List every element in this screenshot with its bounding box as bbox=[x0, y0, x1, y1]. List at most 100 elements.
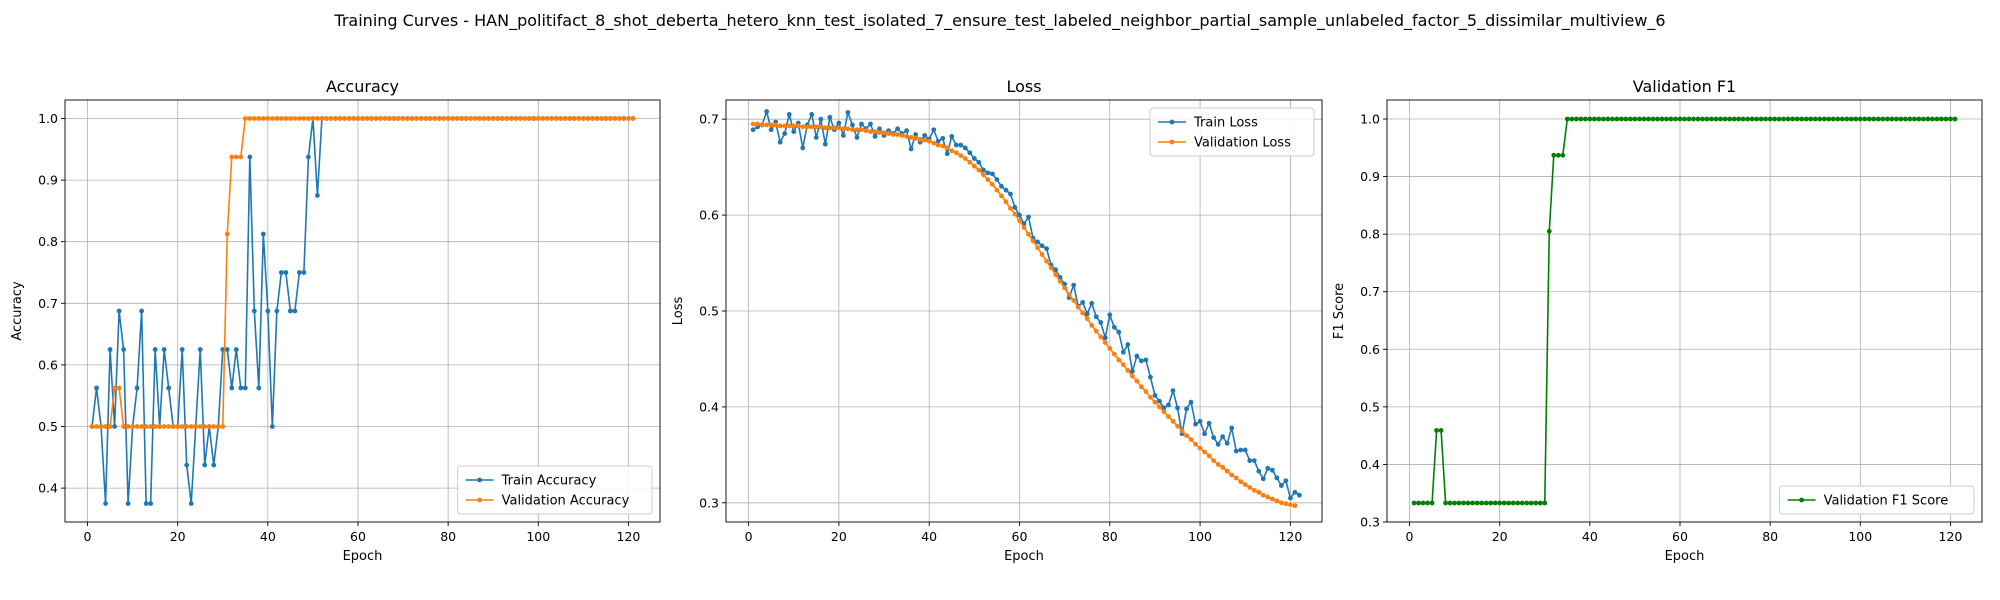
accuracy-data-point bbox=[211, 462, 217, 468]
loss-data-point bbox=[836, 125, 842, 131]
loss-data-point bbox=[777, 123, 783, 129]
accuracy-data-point bbox=[116, 308, 122, 314]
f1-data-point bbox=[1790, 116, 1796, 122]
f1-data-point bbox=[1461, 500, 1467, 506]
loss-data-point bbox=[1233, 448, 1239, 454]
f1-data-point bbox=[1808, 116, 1814, 122]
f1-data-point bbox=[1830, 116, 1836, 122]
f1-data-point bbox=[1479, 500, 1485, 506]
f1-data-point bbox=[1533, 500, 1539, 506]
loss-data-point bbox=[1143, 389, 1149, 394]
loss-data-point bbox=[1193, 421, 1198, 427]
f1-data-point bbox=[1618, 116, 1624, 122]
accuracy-xtick-label: 20 bbox=[170, 529, 186, 544]
f1-data-point bbox=[1637, 116, 1642, 122]
loss-data-point bbox=[1012, 205, 1018, 210]
loss-data-point bbox=[1242, 447, 1248, 453]
f1-data-point bbox=[1515, 500, 1521, 506]
loss-data-point bbox=[1134, 378, 1140, 384]
f1-data-point bbox=[1497, 500, 1503, 506]
loss-data-point bbox=[1211, 458, 1217, 464]
f1-data-point bbox=[1713, 116, 1719, 122]
loss-data-point bbox=[1179, 428, 1185, 434]
f1-data-point bbox=[1727, 116, 1732, 122]
loss-data-point bbox=[877, 126, 882, 132]
accuracy-data-point bbox=[594, 116, 600, 121]
loss-data-point bbox=[940, 143, 946, 149]
f1-ytick-label: 0.9 bbox=[1360, 169, 1380, 184]
accuracy-data-point bbox=[468, 116, 474, 121]
f1-data-point bbox=[1880, 116, 1886, 122]
loss-data-point bbox=[791, 123, 797, 129]
loss-data-point bbox=[1026, 231, 1031, 237]
loss-data-point bbox=[1161, 409, 1167, 415]
accuracy-data-point bbox=[184, 424, 190, 429]
loss-data-point bbox=[1138, 384, 1144, 390]
loss-data-point bbox=[1238, 479, 1244, 485]
loss-data-point bbox=[1138, 358, 1144, 364]
loss-data-point bbox=[1003, 187, 1009, 193]
f1-data-point bbox=[1839, 116, 1845, 122]
loss-data-point bbox=[1166, 402, 1171, 408]
accuracy-data-point bbox=[94, 385, 99, 391]
loss-data-point bbox=[1107, 346, 1113, 351]
f1-data-point bbox=[1911, 116, 1917, 122]
f1-data-point bbox=[1794, 116, 1800, 122]
accuracy-data-point bbox=[161, 347, 167, 352]
f1-xaxis-label: Epoch bbox=[1665, 549, 1705, 564]
loss-data-point bbox=[1229, 472, 1235, 478]
accuracy-data-point bbox=[571, 116, 577, 121]
loss-data-point bbox=[1089, 322, 1095, 328]
accuracy-data-point bbox=[166, 424, 172, 429]
loss-legend-marker bbox=[1169, 139, 1175, 145]
accuracy-data-point bbox=[103, 424, 108, 429]
f1-data-point bbox=[1483, 500, 1489, 506]
loss-data-point bbox=[1287, 502, 1293, 508]
loss-data-point bbox=[759, 122, 765, 128]
loss-data-point bbox=[1188, 437, 1194, 442]
loss-data-point bbox=[899, 133, 905, 138]
f1-data-point bbox=[1587, 116, 1593, 122]
accuracy-data-point bbox=[125, 424, 131, 429]
loss-data-point bbox=[980, 167, 986, 173]
loss-data-point bbox=[845, 110, 851, 115]
accuracy-data-point bbox=[612, 116, 618, 121]
loss-data-point bbox=[994, 187, 1000, 193]
f1-data-point bbox=[1411, 500, 1417, 506]
accuracy-data-point bbox=[211, 424, 217, 429]
accuracy-data-point bbox=[265, 308, 271, 314]
loss-data-point bbox=[1278, 483, 1284, 488]
loss-data-point bbox=[1084, 311, 1090, 317]
loss-data-point bbox=[800, 124, 806, 130]
loss-data-point bbox=[1224, 440, 1230, 446]
accuracy-xtick-label: 40 bbox=[260, 529, 276, 544]
accuracy-data-point bbox=[481, 116, 487, 121]
loss-data-point bbox=[1256, 489, 1262, 495]
accuracy-data-point bbox=[238, 154, 244, 160]
loss-data-point bbox=[985, 170, 991, 176]
loss-xtick-label: 60 bbox=[1012, 529, 1028, 544]
accuracy-data-point bbox=[553, 116, 559, 121]
loss-data-point bbox=[1071, 282, 1077, 288]
accuracy-data-point bbox=[342, 116, 347, 121]
f1-data-point bbox=[1781, 116, 1787, 122]
loss-data-point bbox=[976, 159, 982, 165]
loss-data-point bbox=[1197, 445, 1203, 451]
loss-data-point bbox=[1260, 492, 1266, 498]
loss-data-point bbox=[1017, 218, 1022, 224]
loss-data-point bbox=[1030, 238, 1036, 244]
f1-legend-label: Validation F1 Score bbox=[1824, 494, 1949, 509]
f1-data-point bbox=[1812, 116, 1818, 122]
f1-xtick-label: 60 bbox=[1672, 529, 1688, 544]
f1-xtick-label: 40 bbox=[1582, 529, 1598, 544]
accuracy-data-point bbox=[301, 116, 307, 121]
f1-data-point bbox=[1736, 116, 1741, 122]
f1-xtick-label: 120 bbox=[1939, 529, 1963, 544]
accuracy-data-point bbox=[292, 308, 298, 314]
f1-data-point bbox=[1623, 116, 1629, 122]
loss-data-point bbox=[1098, 320, 1104, 325]
loss-data-point bbox=[1089, 300, 1095, 306]
accuracy-data-point bbox=[414, 116, 419, 121]
accuracy-data-point bbox=[360, 116, 365, 121]
accuracy-data-point bbox=[247, 116, 253, 121]
